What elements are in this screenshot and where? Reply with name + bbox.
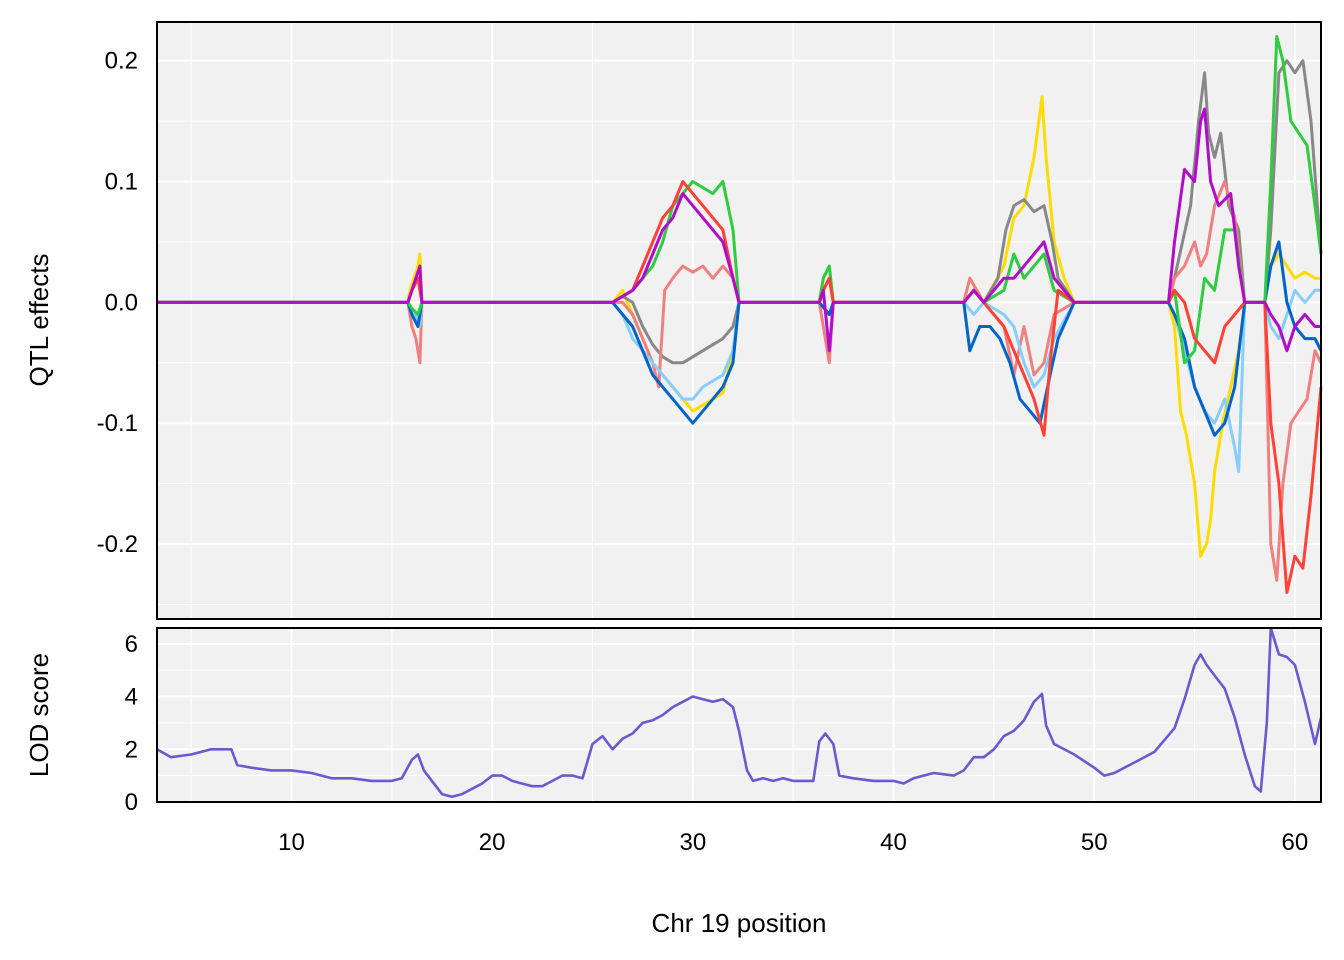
effects-panel: -0.2 -0.1 0.0 0.1 0.2 QTL effects [24,21,1323,620]
effects-series-7 [157,107,1321,353]
x-axis-ticks: 10 20 30 40 50 60 [278,829,1308,856]
lod-frame [156,627,1322,803]
lod-series-0 [156,626,1323,798]
x-tick-label: 50 [1081,829,1108,856]
lod-y-tick-label: 4 [125,684,138,711]
x-tick-label: 30 [679,829,706,856]
effects-y-tick-label: 0.2 [105,48,138,75]
lod-y-ticks: 0 2 4 6 [125,631,138,816]
lod-y-tick-label: 6 [125,631,138,658]
effects-y-tick-label: 0.1 [105,169,138,196]
lod-y-tick-label: 0 [125,789,138,816]
effects-frame [156,21,1322,620]
effects-y-tick-label: -0.2 [97,531,138,558]
effects-series-lines [157,35,1323,594]
effects-y-axis-label: QTL effects [24,254,54,387]
x-tick-label: 20 [479,829,506,856]
lod-y-tick-label: 2 [125,736,138,763]
x-axis-label: Chr 19 position [652,908,827,938]
effects-plot-area [157,22,1321,619]
lod-series-line [156,626,1323,798]
lod-y-axis-label: LOD score [24,653,54,777]
lod-panel: 0 2 4 6 10 20 30 40 50 60 LOD score [24,626,1323,856]
x-tick-label: 60 [1282,829,1309,856]
effects-y-tick-label: 0.0 [105,289,138,316]
lod-plot-area [157,628,1321,802]
x-tick-label: 10 [278,829,305,856]
effects-series-4 [157,240,1323,437]
effects-y-tick-label: -0.1 [97,410,138,437]
x-tick-label: 40 [880,829,907,856]
effects-y-ticks: -0.2 -0.1 0.0 0.1 0.2 [97,48,138,558]
